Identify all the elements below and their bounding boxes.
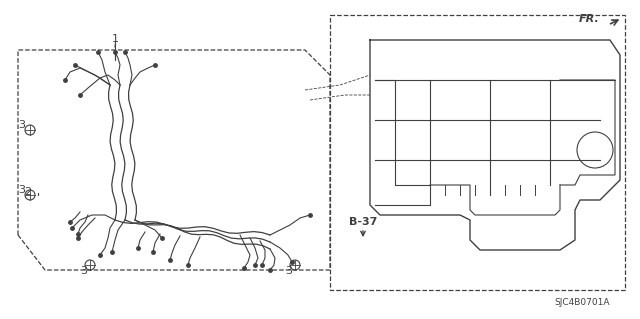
Text: 2: 2 (24, 187, 31, 197)
Text: B-37: B-37 (349, 217, 377, 227)
Text: 3: 3 (81, 266, 88, 276)
Text: 3: 3 (285, 266, 292, 276)
Text: FR.: FR. (579, 14, 600, 24)
Text: SJC4B0701A: SJC4B0701A (554, 298, 610, 307)
Text: 3: 3 (19, 185, 26, 195)
Text: 1: 1 (111, 34, 118, 44)
Text: 3: 3 (19, 120, 26, 130)
